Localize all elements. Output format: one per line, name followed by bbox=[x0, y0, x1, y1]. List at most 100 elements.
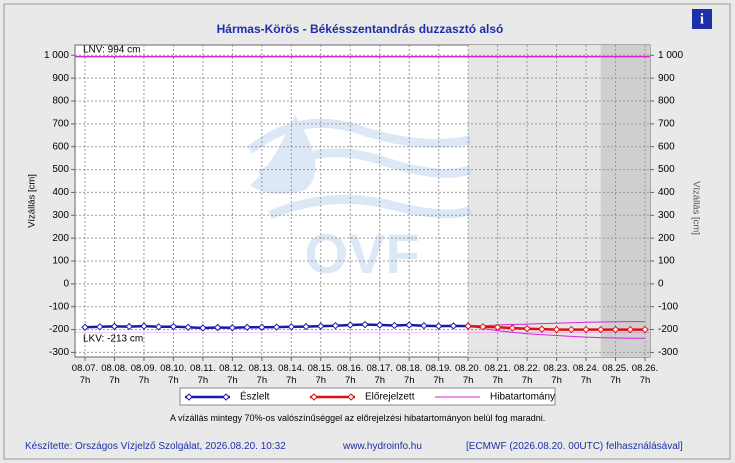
watermark-wave bbox=[247, 118, 471, 154]
y2-tick-label: 0 bbox=[658, 278, 664, 289]
y-axis-label: Vízállás [cm] bbox=[27, 174, 38, 228]
y2-tick-label: 600 bbox=[658, 141, 675, 152]
x-tick-label: 08.26. 7h bbox=[631, 363, 659, 386]
data-point bbox=[302, 322, 310, 331]
legend-box bbox=[179, 387, 556, 406]
watermark-wave bbox=[257, 148, 472, 179]
info-icon[interactable]: i bbox=[700, 11, 704, 27]
x-tick-label: 08.19. 7h bbox=[425, 363, 452, 386]
x-tick-label: 08.10. 7h bbox=[160, 363, 187, 386]
y2-tick-label: 200 bbox=[658, 233, 675, 244]
data-point bbox=[96, 323, 104, 331]
y-tick-label: 500 bbox=[52, 164, 69, 175]
data-point bbox=[199, 324, 207, 332]
watermark-text: OVF bbox=[304, 222, 419, 285]
y-tick-label: 100 bbox=[52, 256, 69, 267]
data-point bbox=[243, 323, 251, 331]
y2-tick-label: 900 bbox=[658, 73, 675, 84]
data-point bbox=[154, 323, 163, 331]
note: A vízállás mintegy 70%-os valószínűségge… bbox=[170, 413, 546, 423]
data-point bbox=[582, 325, 590, 334]
data-point bbox=[376, 321, 384, 329]
footer-site[interactable]: www.hydroinfo.hu bbox=[343, 441, 422, 452]
x-tick-label: 08.13. 7h bbox=[248, 363, 276, 386]
y2-tick-label: 1 000 bbox=[658, 50, 683, 61]
y-tick-label: -200 bbox=[49, 324, 69, 335]
data-point bbox=[538, 325, 546, 333]
legend-label: Észlelt bbox=[240, 390, 270, 403]
legend-marker bbox=[347, 393, 355, 401]
data-point bbox=[405, 321, 413, 329]
y-tick-label: 0 bbox=[63, 278, 69, 289]
data-point bbox=[287, 323, 296, 331]
y-tick-label: 900 bbox=[52, 73, 69, 84]
x-tick-label: 08.12. 7h bbox=[219, 363, 246, 386]
x-tick-label: 08.11. 7h bbox=[190, 363, 216, 386]
data-point bbox=[390, 321, 399, 330]
x-tick-label: 08.08. 7h bbox=[101, 363, 128, 386]
data-point bbox=[523, 324, 531, 333]
data-point bbox=[479, 323, 487, 331]
data-point bbox=[597, 325, 605, 334]
forecast-shade-late bbox=[600, 45, 650, 357]
data-point bbox=[81, 323, 89, 331]
x-tick-label: 08.18. 7h bbox=[395, 363, 423, 386]
info-icon-box[interactable] bbox=[692, 9, 712, 29]
y-tick-label: 700 bbox=[52, 118, 69, 129]
y2-tick-label: 400 bbox=[658, 187, 675, 198]
x-tick-label: 08.09. 7h bbox=[130, 363, 158, 386]
y2-tick-label: 100 bbox=[658, 256, 675, 267]
data-point bbox=[331, 321, 340, 330]
data-point bbox=[464, 322, 472, 330]
data-point bbox=[420, 321, 428, 330]
y2-tick-label: 300 bbox=[658, 210, 675, 221]
y2-tick-label: 700 bbox=[658, 118, 675, 129]
y2-tick-label: 800 bbox=[658, 96, 675, 107]
x-tick-label: 08.22. 7h bbox=[513, 363, 541, 386]
lnv-label: LNV: 994 cm bbox=[83, 45, 140, 56]
legend-marker bbox=[310, 393, 318, 401]
watermark-wave bbox=[268, 194, 473, 220]
data-point bbox=[258, 323, 266, 331]
y2-tick-label: -100 bbox=[658, 301, 678, 312]
data-point bbox=[346, 321, 354, 329]
data-point bbox=[493, 323, 502, 331]
x-tick-label: 08.16. 7h bbox=[337, 363, 364, 386]
data-point bbox=[125, 322, 133, 331]
y2-axis-label: Vízállás [cm] bbox=[690, 181, 701, 235]
y-tick-label: 1 000 bbox=[44, 50, 69, 61]
y-tick-label: 600 bbox=[52, 141, 69, 152]
watermark: OVF bbox=[247, 115, 473, 285]
data-point bbox=[508, 324, 517, 332]
legend-label: Hibatartomány bbox=[490, 392, 555, 403]
chart-title: Hármas-Körös - Békésszentandrás duzzaszt… bbox=[217, 22, 504, 36]
data-point bbox=[611, 325, 620, 334]
data-point bbox=[213, 323, 222, 332]
data-point bbox=[434, 322, 443, 330]
watermark-drop bbox=[250, 115, 316, 194]
x-tick-label: 08.25. 7h bbox=[602, 363, 629, 386]
lkv-label: LKV: -213 cm bbox=[83, 334, 143, 345]
data-point bbox=[110, 322, 119, 331]
data-point bbox=[272, 323, 281, 331]
data-point bbox=[228, 324, 237, 332]
data-point bbox=[567, 325, 576, 334]
footer-author: Készítette: Országos Vízjelző Szolgálat,… bbox=[25, 441, 286, 452]
x-tick-label: 08.21. 7h bbox=[484, 363, 511, 386]
x-tick-label: 08.14. 7h bbox=[278, 363, 305, 386]
x-tick-label: 08.24. 7h bbox=[572, 363, 600, 386]
data-point bbox=[317, 322, 325, 330]
y-tick-label: -300 bbox=[49, 347, 69, 358]
y-tick-label: 200 bbox=[52, 233, 69, 244]
y-tick-label: 800 bbox=[52, 96, 69, 107]
data-point bbox=[626, 325, 634, 334]
data-point bbox=[449, 322, 458, 330]
data-point bbox=[552, 325, 561, 334]
legend-marker bbox=[222, 393, 230, 401]
data-point bbox=[641, 325, 649, 334]
x-tick-label: 08.23. 7h bbox=[543, 363, 570, 386]
data-point bbox=[184, 323, 192, 331]
y2-tick-label: -200 bbox=[658, 324, 678, 335]
